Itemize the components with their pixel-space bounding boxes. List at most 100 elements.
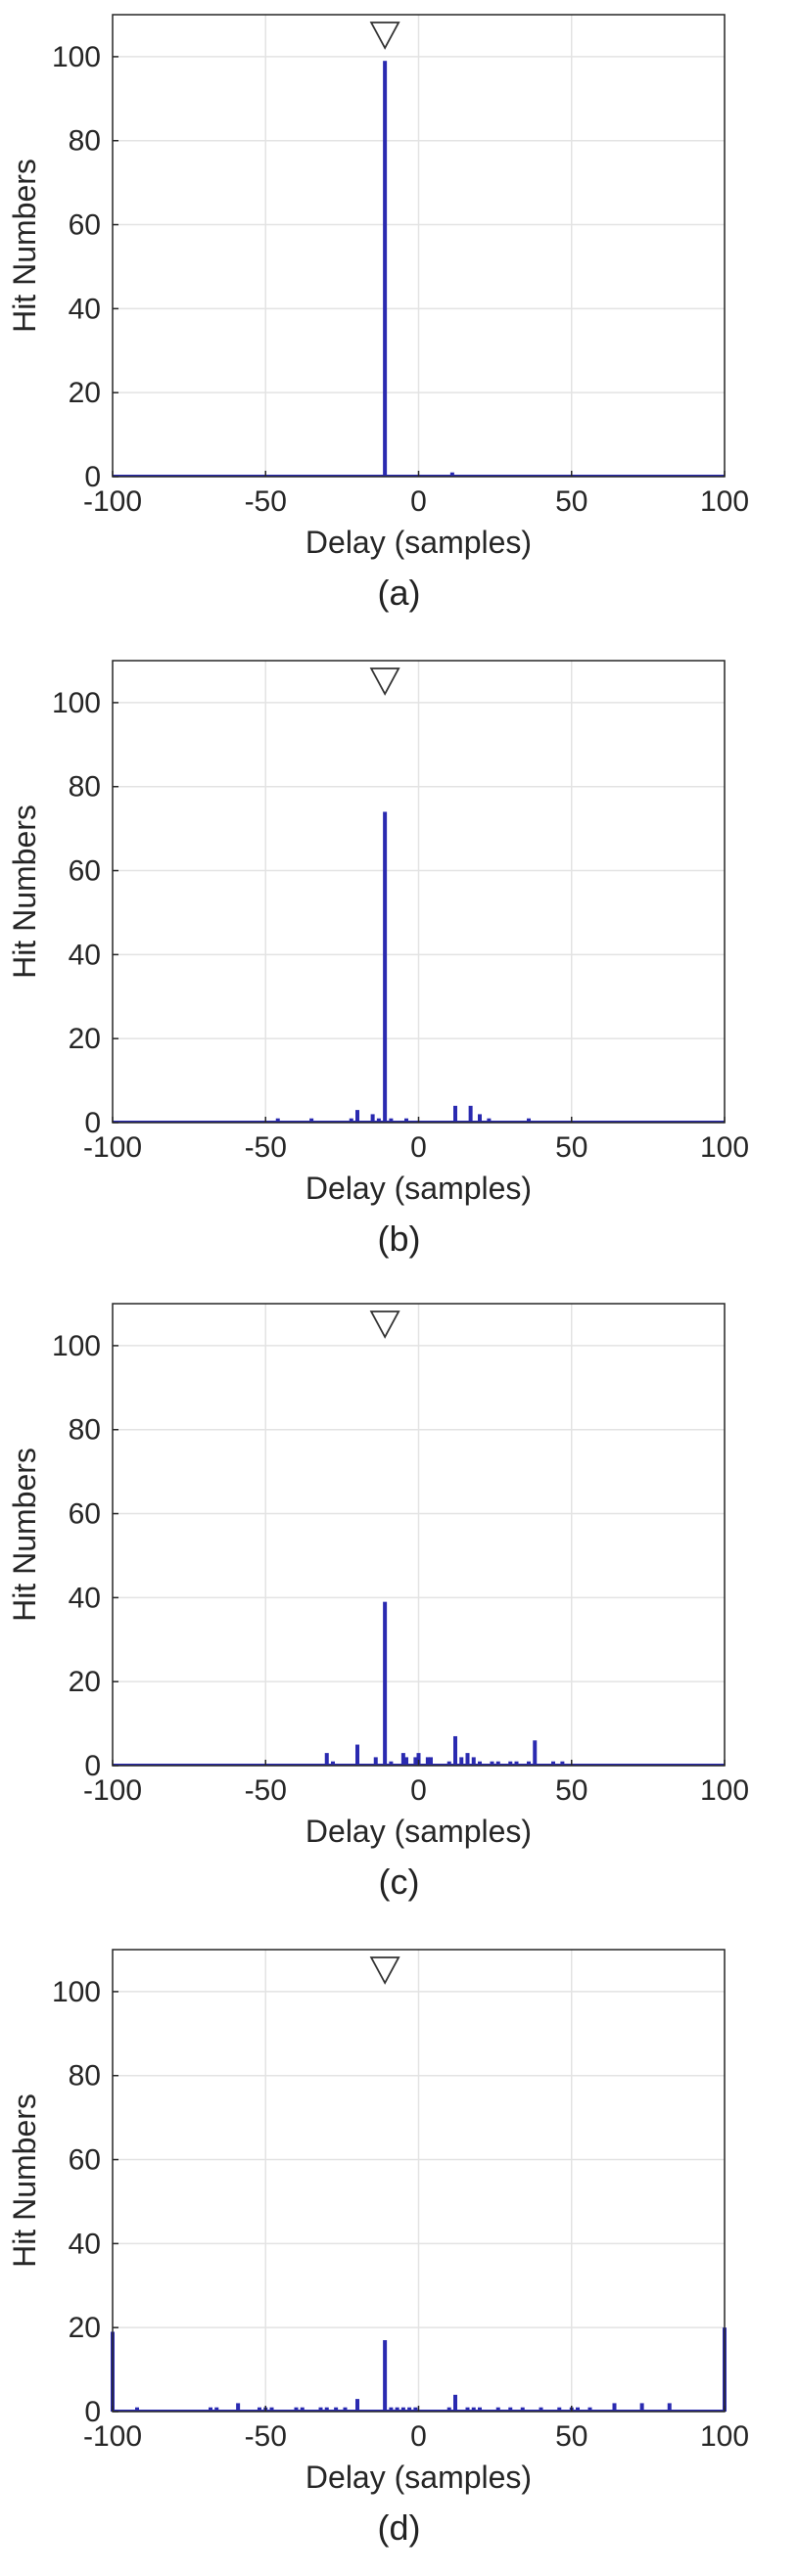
x-axis-label: Delay (samples): [305, 2460, 532, 2495]
bar: [383, 1601, 388, 1766]
y-tick-label: 80: [69, 2060, 101, 2093]
y-tick-label: 100: [52, 1976, 101, 2008]
bar: [508, 2407, 513, 2412]
x-tick-label: 0: [410, 1131, 427, 1164]
bar: [376, 1118, 381, 1123]
bar: [389, 1118, 394, 1123]
bar: [478, 2407, 482, 2412]
bar: [355, 1110, 359, 1123]
bar: [520, 2407, 525, 2412]
bar: [389, 1761, 394, 1766]
y-tick-label: 20: [69, 1023, 101, 1055]
bar: [383, 2340, 388, 2412]
bar: [446, 1761, 451, 1766]
bar: [533, 1740, 538, 1766]
y-tick-label: 20: [69, 377, 101, 409]
x-tick-label: -50: [245, 485, 287, 518]
bar: [383, 61, 388, 477]
bar: [214, 2407, 219, 2412]
bar: [557, 2407, 562, 2412]
chart-c: -100 -50 0 50 100 0 20 40 60 80 100 Delay (samples)…: [7, 1303, 749, 1849]
bar: [527, 1118, 531, 1123]
chart-panel-b: -100 -50 0 50 100 0 20 40 60 80 100 Delay (samples)…: [0, 646, 798, 1287]
x-tick-label: -100: [83, 1774, 142, 1807]
y-tick-label: 100: [52, 1330, 101, 1362]
y-tick-label: 100: [52, 41, 101, 73]
bar: [370, 1114, 375, 1123]
bar: [587, 2407, 592, 2412]
x-tick-label: -50: [245, 1131, 287, 1164]
chart-b: -100 -50 0 50 100 0 20 40 60 80 100 Delay (samples)…: [7, 660, 749, 1206]
bar: [413, 2407, 418, 2412]
bar: [487, 1118, 492, 1123]
caption-d: (d): [377, 2507, 421, 2548]
x-tick-label: 50: [555, 1774, 587, 1807]
y-axis-label: Hit Numbers: [7, 2093, 42, 2268]
inverted-triangle-marker: [369, 1956, 400, 1985]
x-tick-label: 0: [410, 2420, 427, 2453]
bar: [383, 811, 388, 1123]
y-tick-label: 0: [84, 1107, 101, 1139]
bar: [495, 2407, 500, 2412]
y-tick-label: 60: [69, 2144, 101, 2177]
bar: [551, 1761, 555, 1766]
bar: [639, 2403, 644, 2412]
bar: [471, 1757, 476, 1766]
bar: [236, 2403, 241, 2412]
caption-b: (b): [377, 1219, 421, 1259]
bar: [355, 1744, 359, 1766]
x-axis-label: Delay (samples): [305, 1814, 532, 1849]
bar: [508, 1761, 513, 1766]
chart-d: -100 -50 0 50 100 0 20 40 60 80 100 Delay (samples)…: [7, 1949, 749, 2495]
bar: [373, 1757, 378, 1766]
x-tick-label: 100: [700, 1131, 749, 1164]
bar: [275, 1118, 280, 1123]
bar: [495, 1761, 500, 1766]
x-tick-label: -50: [245, 1774, 287, 1807]
bar: [468, 1105, 473, 1123]
bar: [471, 2407, 476, 2412]
bar: [324, 1753, 329, 1766]
bar: [258, 2407, 261, 2412]
x-tick-label: 100: [700, 1774, 749, 1807]
chart-panel-a: -100 -50 0 50 100 0 20 40 60 80 100 Delay (samples)…: [0, 0, 798, 641]
y-tick-label: 80: [69, 1414, 101, 1447]
bar: [465, 2407, 470, 2412]
y-tick-label: 40: [69, 293, 101, 325]
bar: [459, 1757, 464, 1766]
bar: [478, 1761, 482, 1766]
bar: [416, 1753, 421, 1766]
y-tick-label: 80: [69, 125, 101, 158]
y-tick-label: 100: [52, 687, 101, 719]
x-axis-label: Delay (samples): [305, 1171, 532, 1206]
bar: [667, 2403, 672, 2412]
bar: [269, 2407, 274, 2412]
bar: [449, 472, 454, 477]
y-tick-label: 0: [84, 2396, 101, 2428]
x-tick-label: 0: [410, 485, 427, 518]
chart-panel-d: -100 -50 0 50 100 0 20 40 60 80 100 Delay (samples)…: [0, 1935, 798, 2576]
bar: [407, 2407, 412, 2412]
caption-c: (c): [378, 1862, 420, 1902]
bar: [576, 2407, 580, 2412]
bar: [355, 2399, 359, 2412]
x-tick-label: 50: [555, 485, 587, 518]
bar: [539, 2407, 543, 2412]
inverted-triangle-marker: [369, 667, 400, 696]
x-tick-label: 100: [700, 2420, 749, 2453]
x-tick-label: 50: [555, 2420, 587, 2453]
y-tick-label: 40: [69, 2228, 101, 2260]
x-tick-label: -100: [83, 1131, 142, 1164]
bar: [135, 2407, 139, 2412]
chart-panel-c: -100 -50 0 50 100 0 20 40 60 80 100 Delay (samples)…: [0, 1289, 798, 1930]
x-tick-label: 0: [410, 1774, 427, 1807]
bar: [560, 1761, 565, 1766]
bar: [429, 1757, 433, 1766]
x-tick-label: -100: [83, 485, 142, 518]
bar: [478, 1114, 482, 1123]
bar: [453, 1735, 457, 1766]
bar: [400, 2407, 405, 2412]
bar: [349, 1118, 353, 1123]
bar: [446, 2407, 451, 2412]
bar: [300, 2407, 305, 2412]
